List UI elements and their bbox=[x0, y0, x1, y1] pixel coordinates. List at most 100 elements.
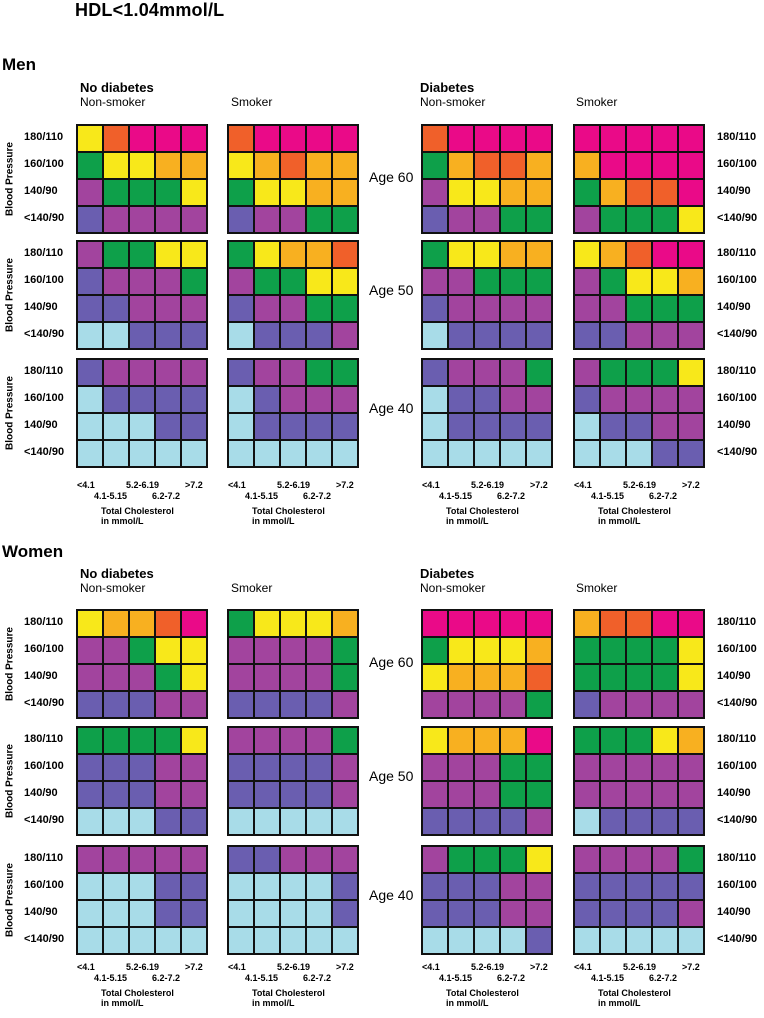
risk-cell bbox=[423, 847, 447, 872]
women-xtick-4-2: >7.2 bbox=[530, 962, 548, 972]
women-age-40-bp-left-1: 160/100 bbox=[24, 879, 64, 891]
women-age-50-no-diabetes-smoker-panel bbox=[227, 726, 359, 836]
risk-cell bbox=[130, 207, 154, 232]
men-xtick-2-3: 5.2-6.19 bbox=[623, 480, 657, 490]
risk-cell bbox=[229, 692, 253, 717]
risk-cell bbox=[601, 387, 625, 412]
risk-cell bbox=[255, 782, 279, 807]
women-age-40-bp-left-0: 180/110 bbox=[24, 852, 64, 864]
risk-cell bbox=[104, 323, 128, 348]
risk-cell bbox=[78, 269, 102, 294]
risk-cell bbox=[449, 126, 473, 151]
women-age-60-bp-left-1: 160/100 bbox=[24, 643, 64, 655]
risk-cell bbox=[475, 360, 499, 385]
risk-cell bbox=[156, 692, 180, 717]
risk-cell bbox=[653, 441, 677, 466]
risk-cell bbox=[653, 874, 677, 899]
risk-cell bbox=[423, 153, 447, 178]
risk-cell bbox=[229, 153, 253, 178]
risk-cell bbox=[156, 180, 180, 205]
men-xtick-0-3: <4.1 bbox=[574, 480, 592, 490]
risk-cell bbox=[307, 269, 331, 294]
risk-cell bbox=[229, 269, 253, 294]
risk-cell bbox=[78, 692, 102, 717]
risk-cell bbox=[130, 692, 154, 717]
risk-cell bbox=[255, 901, 279, 926]
men-xtick-1-2: 4.1-5.15 bbox=[439, 491, 473, 501]
risk-cell bbox=[104, 874, 128, 899]
men-xaxis-subtitle-1: in mmol/L bbox=[252, 516, 295, 526]
risk-cell bbox=[156, 728, 180, 753]
men-xaxis-title-3: Total Cholesterol bbox=[598, 506, 671, 516]
risk-cell bbox=[78, 665, 102, 690]
risk-cell bbox=[307, 665, 331, 690]
men-age-60-bp-left-1: 160/100 bbox=[24, 158, 64, 170]
risk-cell bbox=[307, 414, 331, 439]
women-xtick-4-1: >7.2 bbox=[336, 962, 354, 972]
risk-cell bbox=[423, 207, 447, 232]
risk-cell bbox=[423, 242, 447, 267]
risk-cell bbox=[423, 809, 447, 834]
men-age-50-no-diabetes-smoker-panel bbox=[227, 240, 359, 350]
risk-cell bbox=[281, 782, 305, 807]
risk-cell bbox=[653, 809, 677, 834]
risk-cell bbox=[229, 441, 253, 466]
risk-cell bbox=[653, 414, 677, 439]
men-age-40-bp-left-1: 160/100 bbox=[24, 392, 64, 404]
women-xtick-2-1: 5.2-6.19 bbox=[277, 962, 311, 972]
women-age-60-bp-right-2: 140/90 bbox=[717, 670, 751, 682]
women-no-diabetes-non-smoker-label: Non-smoker bbox=[80, 581, 146, 595]
men-age-50-bp-right-0: 180/110 bbox=[717, 247, 757, 259]
women-xaxis-title-1: Total Cholesterol bbox=[252, 988, 325, 998]
women-no-diabetes-smoker-label: Smoker bbox=[231, 581, 273, 595]
risk-cell bbox=[333, 153, 357, 178]
risk-cell bbox=[229, 180, 253, 205]
risk-cell bbox=[281, 153, 305, 178]
risk-cell bbox=[281, 126, 305, 151]
risk-cell bbox=[104, 207, 128, 232]
risk-cell bbox=[307, 928, 331, 953]
men-age-40-no-diabetes-non-smoker-panel bbox=[76, 358, 208, 468]
risk-cell bbox=[679, 153, 703, 178]
risk-cell bbox=[475, 692, 499, 717]
risk-cell bbox=[156, 360, 180, 385]
risk-cell bbox=[281, 638, 305, 663]
risk-cell bbox=[679, 242, 703, 267]
risk-cell bbox=[78, 323, 102, 348]
risk-cell bbox=[653, 387, 677, 412]
risk-cell bbox=[281, 296, 305, 321]
risk-cell bbox=[307, 360, 331, 385]
risk-cell bbox=[653, 782, 677, 807]
risk-cell bbox=[627, 928, 651, 953]
risk-cell bbox=[156, 441, 180, 466]
risk-cell bbox=[679, 665, 703, 690]
women-age-60-bp-left-0: 180/110 bbox=[24, 616, 64, 628]
risk-cell bbox=[333, 901, 357, 926]
men-age-40-bp-right-1: 160/100 bbox=[717, 392, 757, 404]
risk-cell bbox=[627, 180, 651, 205]
women-age-50-no-diabetes-non-smoker-panel bbox=[76, 726, 208, 836]
risk-cell bbox=[527, 847, 551, 872]
risk-cell bbox=[255, 728, 279, 753]
risk-cell bbox=[575, 809, 599, 834]
risk-cell bbox=[501, 692, 525, 717]
risk-cell bbox=[307, 728, 331, 753]
risk-cell bbox=[475, 414, 499, 439]
men-xtick-2-1: 5.2-6.19 bbox=[277, 480, 311, 490]
risk-cell bbox=[627, 611, 651, 636]
risk-cell bbox=[449, 847, 473, 872]
risk-cell bbox=[307, 207, 331, 232]
risk-cell bbox=[182, 611, 206, 636]
risk-cell bbox=[575, 874, 599, 899]
men-age-50-bp-right-2: 140/90 bbox=[717, 301, 751, 313]
risk-cell bbox=[627, 638, 651, 663]
risk-cell bbox=[575, 928, 599, 953]
risk-cell bbox=[156, 665, 180, 690]
women-xtick-3-3: 6.2-7.2 bbox=[649, 973, 678, 983]
risk-cell bbox=[449, 901, 473, 926]
men-no-diabetes-heading: No diabetes bbox=[80, 80, 154, 95]
risk-cell bbox=[281, 207, 305, 232]
risk-cell bbox=[78, 296, 102, 321]
risk-cell bbox=[575, 126, 599, 151]
women-age-50-bp-right-1: 160/100 bbox=[717, 760, 757, 772]
